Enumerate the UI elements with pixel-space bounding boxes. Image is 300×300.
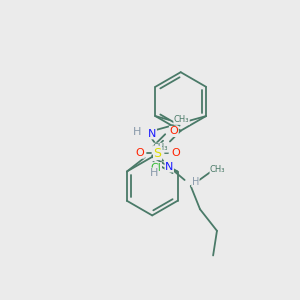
Text: H: H (133, 127, 141, 137)
Text: O: O (136, 148, 144, 158)
Text: H: H (150, 168, 158, 178)
Text: N: N (165, 162, 173, 172)
Text: O: O (169, 127, 178, 136)
Text: CH₃: CH₃ (174, 116, 189, 124)
Text: CH₃: CH₃ (210, 165, 226, 174)
Text: O: O (171, 148, 180, 158)
Text: N: N (148, 129, 156, 139)
Text: S: S (154, 146, 162, 160)
Text: CH₃: CH₃ (153, 143, 168, 152)
Text: Cl: Cl (151, 163, 161, 173)
Text: H: H (192, 176, 199, 187)
